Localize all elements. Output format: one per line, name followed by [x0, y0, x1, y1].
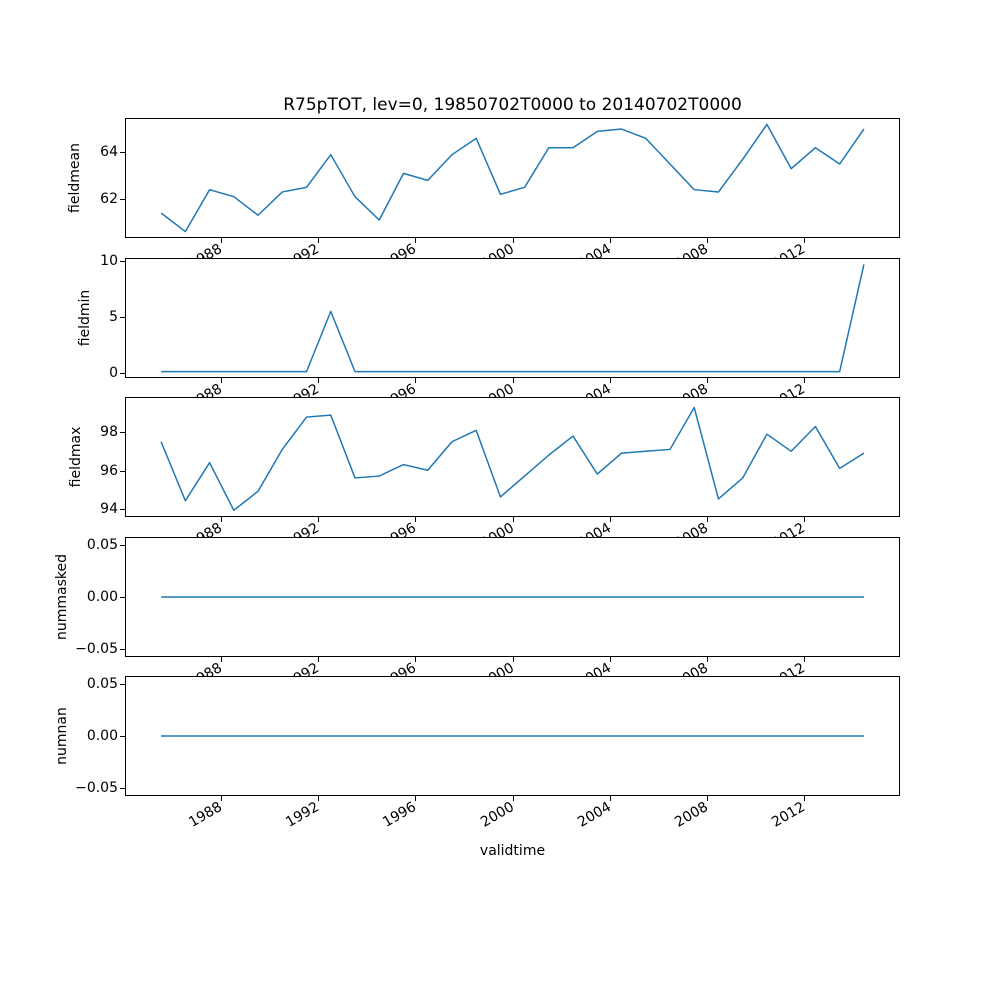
x-tick: [609, 796, 611, 801]
x-tick: [804, 657, 806, 662]
fieldmax-line-chart: [160, 406, 865, 512]
fieldmin-line-chart: [161, 264, 865, 373]
x-tick: [609, 657, 611, 662]
x-tick-label: 2012: [769, 799, 809, 831]
x-tick-label: 2000: [477, 799, 517, 831]
fieldmin-series-line: [161, 264, 865, 373]
x-tick: [415, 378, 417, 383]
subplot-nummasked: [125, 537, 900, 657]
x-tick-label: 1996: [380, 799, 420, 831]
fieldmean-line-chart: [160, 123, 865, 233]
y-tick-label: −0.05: [75, 779, 118, 796]
y-axis-label-numnan: numnan: [54, 707, 70, 765]
y-tick-label: 0.05: [86, 676, 118, 693]
subplot-fieldmax: [125, 397, 900, 517]
y-tick-label: 5: [109, 308, 118, 325]
x-tick: [318, 796, 320, 801]
x-tick: [220, 238, 222, 243]
x-tick: [318, 517, 320, 522]
x-tick: [415, 517, 417, 522]
subplot-numnan: [125, 676, 900, 796]
x-tick: [220, 517, 222, 522]
x-tick: [512, 796, 514, 801]
x-tick-label: 1992: [283, 799, 323, 831]
x-tick: [609, 378, 611, 383]
x-tick: [220, 378, 222, 383]
x-tick: [609, 238, 611, 243]
x-tick: [512, 238, 514, 243]
subplot-fieldmean: [125, 118, 900, 238]
y-tick-label: 0.05: [86, 537, 118, 554]
x-tick: [804, 378, 806, 383]
x-tick: [804, 238, 806, 243]
y-axis-label-fieldmean: fieldmean: [67, 143, 83, 213]
x-tick: [706, 238, 708, 243]
nummasked-line-chart: [161, 596, 864, 598]
y-tick-label: 10: [100, 253, 118, 270]
fieldmean-series-line: [160, 123, 865, 233]
x-tick: [220, 657, 222, 662]
x-tick-label: 2004: [574, 799, 614, 831]
y-axis-label-fieldmax: fieldmax: [68, 426, 84, 488]
y-axis-label-nummasked: nummasked: [54, 553, 70, 641]
x-tick: [318, 238, 320, 243]
x-tick: [512, 517, 514, 522]
x-tick: [804, 517, 806, 522]
subplot-fieldmin: [125, 258, 900, 378]
x-tick: [415, 796, 417, 801]
x-tick: [318, 657, 320, 662]
y-tick-label: 0.00: [86, 589, 118, 605]
x-tick: [318, 378, 320, 383]
y-tick-label: 0.00: [86, 728, 118, 744]
x-tick: [512, 657, 514, 662]
y-tick-label: 0: [109, 364, 118, 381]
x-tick: [706, 517, 708, 522]
x-tick: [415, 657, 417, 662]
x-tick: [706, 657, 708, 662]
x-tick: [706, 796, 708, 801]
y-tick-label: 94: [100, 501, 118, 518]
x-tick: [220, 796, 222, 801]
x-axis-label: validtime: [479, 843, 546, 859]
x-tick-label: 2008: [671, 799, 711, 831]
x-tick-label: 1988: [186, 799, 225, 831]
x-tick: [609, 517, 611, 522]
x-tick: [512, 378, 514, 383]
x-tick: [804, 796, 806, 801]
y-tick-label: −0.05: [75, 640, 118, 657]
y-axis-label-fieldmin: fieldmin: [77, 289, 93, 347]
chart-title: R75pTOT, lev=0, 19850702T0000 to 2014070…: [283, 95, 742, 115]
x-tick: [706, 378, 708, 383]
numnan-line-chart: [161, 735, 864, 737]
x-tick: [415, 238, 417, 243]
fieldmax-series-line: [160, 406, 865, 512]
